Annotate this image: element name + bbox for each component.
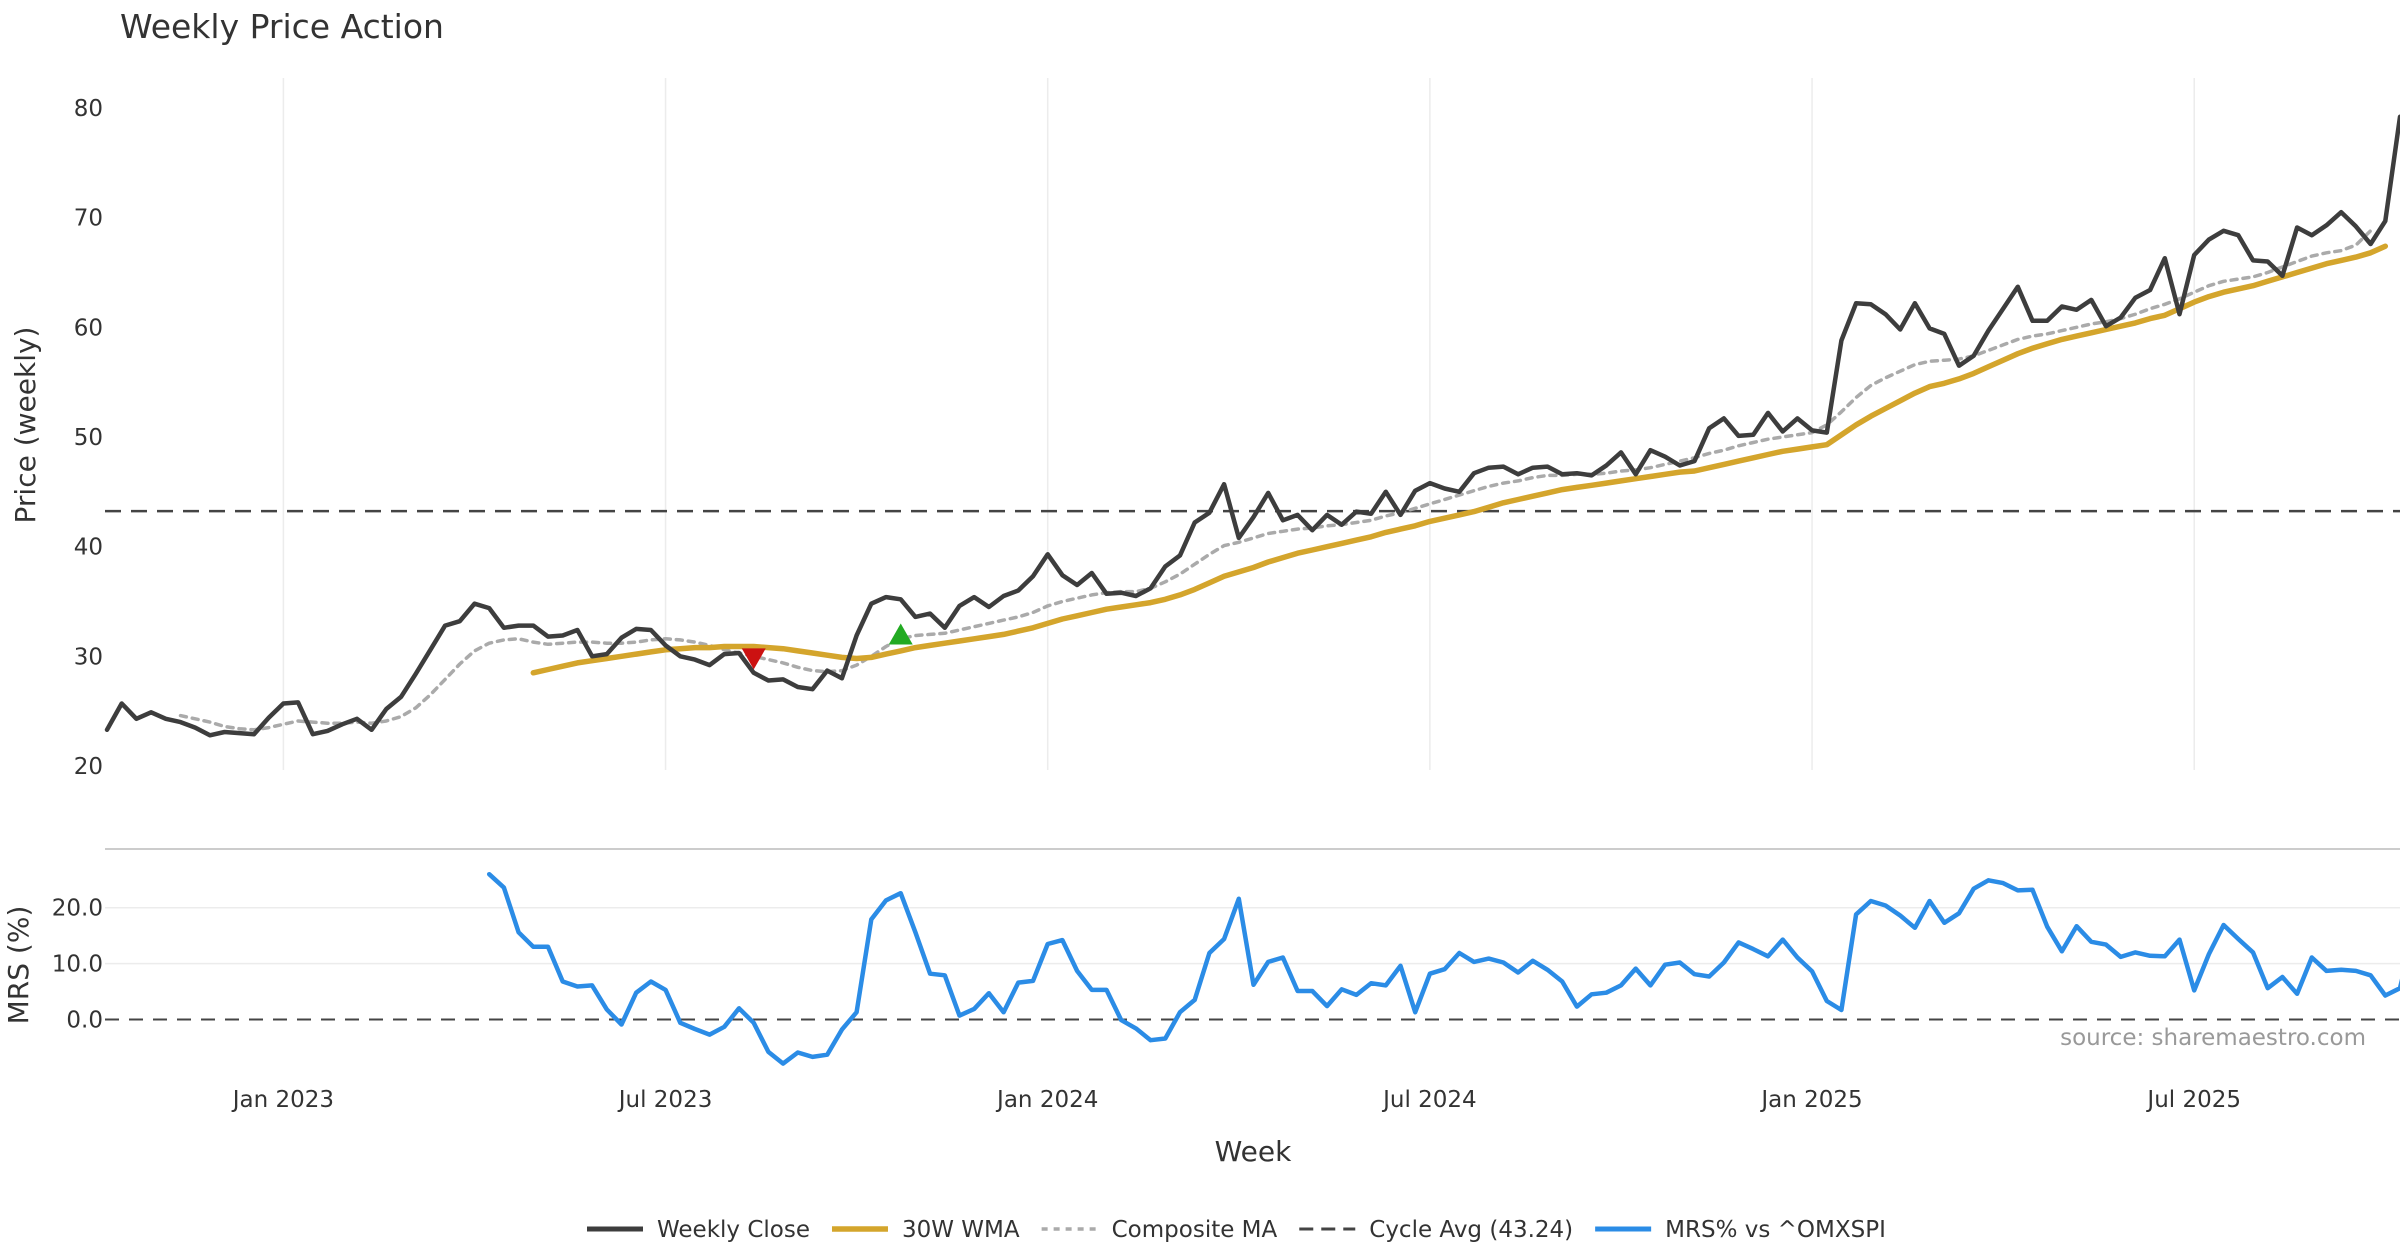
price-panel: 20 30 40 50 60 70 80 Price (weekly) [9,78,2400,780]
price-series-group [104,114,2400,738]
signal-markers [741,623,913,670]
mrs-line [486,871,2400,1066]
mrs-y-tick-labels: 0.0 10.0 20.0 [52,896,103,1034]
mrs-gridlines [105,906,2400,965]
mrs-y-tick: 20.0 [52,896,103,922]
x-tick-label: Jul 2025 [2145,1087,2241,1113]
legend-label-composite-ma: Composite MA [1112,1217,1278,1243]
x-tick-label: Jul 2024 [1381,1087,1477,1113]
buy-signal-marker [888,623,913,645]
price-y-tick: 70 [74,206,103,232]
price-y-tick: 80 [74,96,103,122]
legend-label-cycle-avg-43-24: Cycle Avg (43.24) [1369,1217,1573,1243]
mrs-y-axis-label: MRS (%) [2,906,35,1025]
price-y-tick: 40 [74,535,103,561]
x-tick-label: Jul 2023 [617,1087,713,1113]
price-y-tick: 30 [74,644,103,670]
price-y-tick: 50 [74,425,103,451]
x-tick-label: Jan 2025 [1759,1087,1862,1113]
x-axis-label: Week [1215,1135,1292,1168]
source-annotation: source: sharemaestro.com [2060,1025,2366,1051]
price-gridlines [282,78,2195,770]
legend-label-weekly-close: Weekly Close [657,1217,810,1243]
chart-title: Weekly Price Action [120,7,444,46]
x-tick-label: Jan 2024 [995,1087,1098,1113]
composite-ma-line [178,229,2373,732]
mrs-panel: 0.0 10.0 20.0 MRS (%) source: sharemaestro… [2,871,2400,1066]
price-y-tick-labels: 20 30 40 50 60 70 80 [74,96,103,780]
mrs-y-tick: 10.0 [52,952,103,978]
legend: Weekly Close 30W WMA Composite MA Cycle Avg… [587,1217,1886,1243]
price-y-tick: 60 [74,315,103,341]
price-y-axis-label: Price (weekly) [9,327,42,524]
sell-signal-marker [741,648,766,670]
weekly-close-line [104,114,2400,738]
mrs-y-tick: 0.0 [66,1007,103,1033]
x-tick-labels: Jan 2023 Jul 2023 Jan 2024 Jul 2024 Jan 2025… [231,1087,2241,1113]
mrs-series-group [486,871,2400,1066]
price-y-tick: 20 [74,754,103,780]
legend-label-mrs-vs-omxspi: MRS% vs ^OMXSPI [1665,1217,1886,1243]
legend-label-30w-wma: 30W WMA [902,1217,1020,1243]
30w-wma-line [530,243,2389,676]
x-tick-label: Jan 2023 [231,1087,334,1113]
